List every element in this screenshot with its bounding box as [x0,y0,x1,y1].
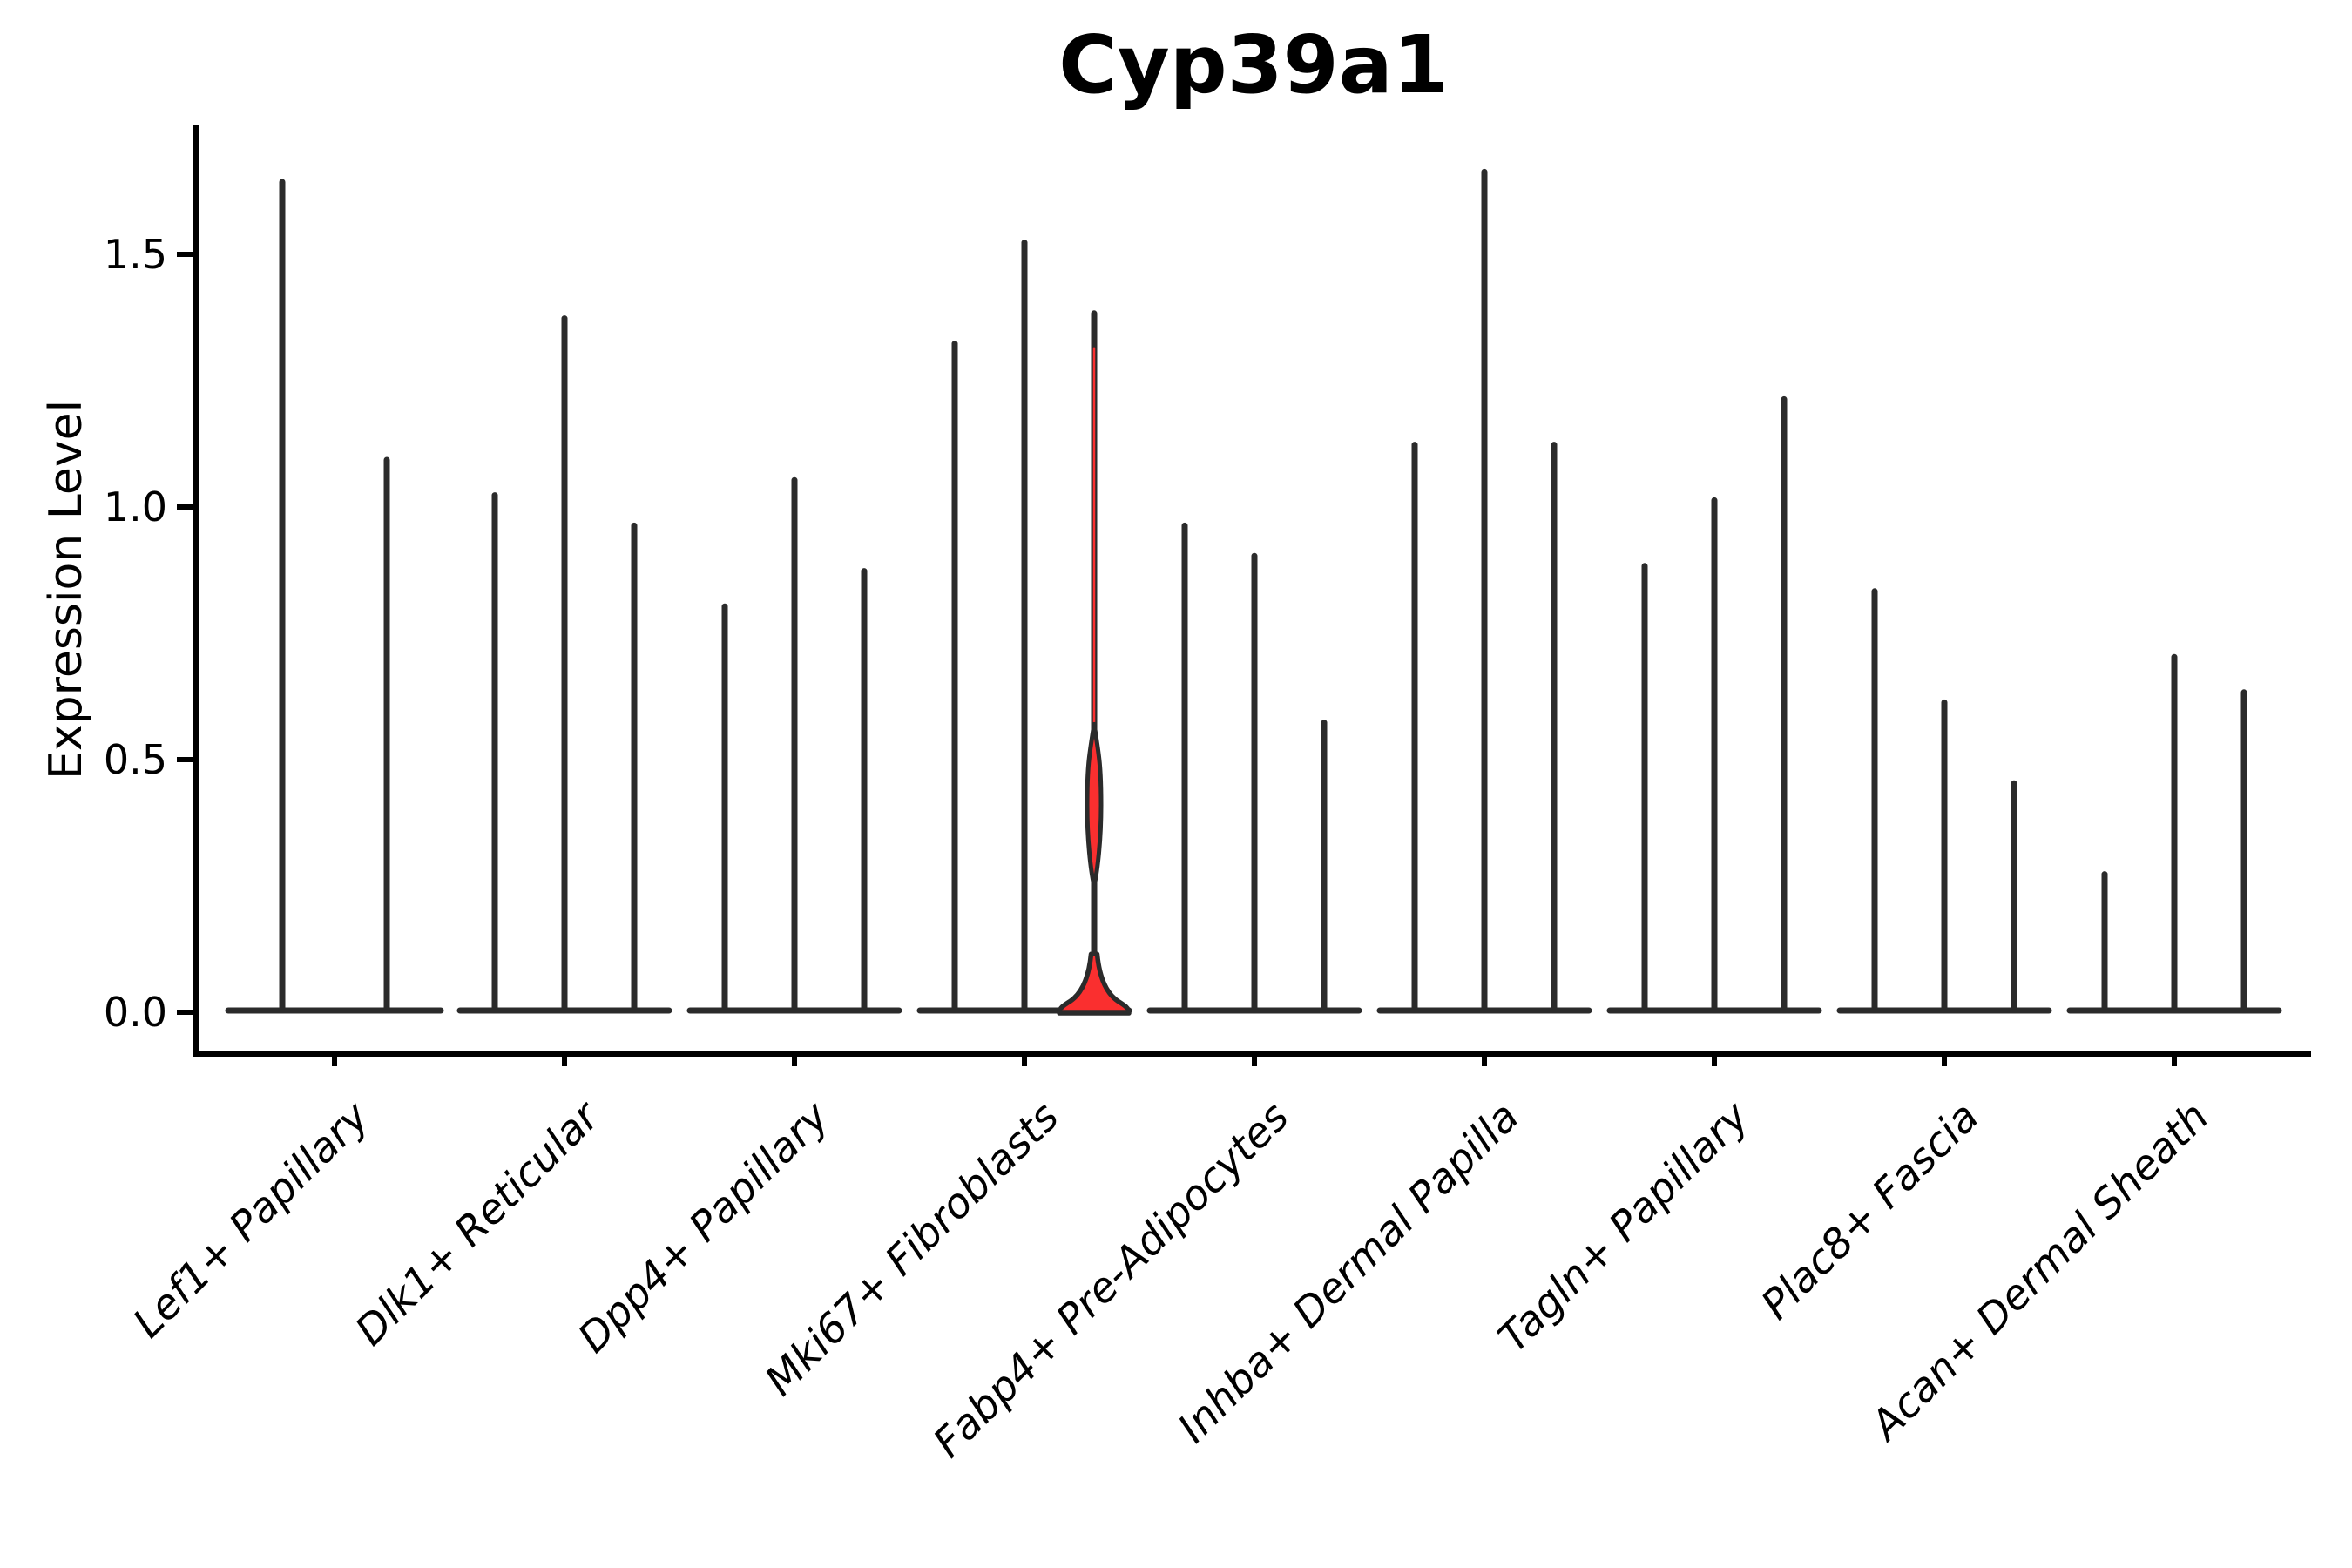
x-tick-label: Dlk1+ Reticular [347,1092,611,1355]
highlight-violin-bulge [1085,721,1104,889]
y-tick-label: 1.0 [104,483,167,531]
y-tick-label: 0.0 [104,989,167,1036]
x-tick-label: Dpp4+ Papillary [569,1092,839,1362]
y-tick-label: 1.5 [104,231,167,278]
y-tick-label: 0.5 [104,736,167,783]
x-tick-label: Plac8+ Fascia [1752,1093,1988,1329]
highlight-violin-base [1057,951,1132,1016]
plot-title: Cyp39a1 [1058,18,1449,112]
x-tick-label: Tagln+ Papillary [1490,1092,1760,1362]
x-tick-label: Lef1+ Papillary [124,1092,379,1348]
